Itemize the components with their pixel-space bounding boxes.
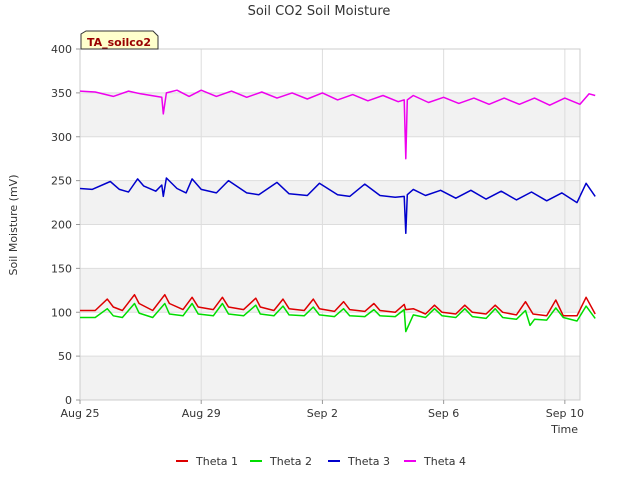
- plot-band: [80, 312, 580, 357]
- y-tick-label: 0: [65, 394, 72, 407]
- y-tick-label: 250: [51, 175, 72, 188]
- plot-background: [80, 49, 580, 400]
- plot-band: [80, 92, 580, 137]
- x-tick-label: Sep 6: [428, 407, 459, 420]
- y-tick-label: 200: [51, 219, 72, 232]
- x-tick-label: Aug 29: [182, 407, 221, 420]
- y-tick-label: 350: [51, 87, 72, 100]
- legend-label: Theta 3: [347, 455, 390, 468]
- chart-title: Soil CO2 Soil Moisture: [248, 4, 391, 19]
- series-line-theta-3: [79, 177, 596, 235]
- plot-band: [80, 180, 580, 225]
- plot-band: [80, 136, 580, 181]
- legend-label: Theta 4: [423, 455, 466, 468]
- series-line-theta-2: [80, 302, 596, 333]
- series-line-theta-1: [80, 293, 596, 317]
- y-axis-ticks: 0 50 100 150 200 250 300 350 400: [51, 43, 80, 407]
- x-axis-label: Time: [550, 423, 578, 436]
- y-axis-label: Soil Moisture (mV): [7, 175, 20, 276]
- x-tick-label: Aug 25: [61, 407, 100, 420]
- plot-band: [80, 49, 580, 93]
- plot-band: [80, 268, 580, 313]
- x-tick-label: Sep 10: [546, 407, 584, 420]
- y-tick-label: 100: [51, 306, 72, 319]
- legend: Theta 1 Theta 2 Theta 3 Theta 4: [176, 455, 466, 468]
- legend-label: Theta 2: [269, 455, 312, 468]
- site-badge: TA_soilco2: [80, 30, 159, 50]
- y-tick-label: 50: [58, 350, 72, 363]
- y-tick-label: 400: [51, 43, 72, 56]
- y-tick-label: 300: [51, 131, 72, 144]
- legend-label: Theta 1: [195, 455, 238, 468]
- y-tick-label: 150: [51, 262, 72, 275]
- site-badge-label: TA_soilco2: [87, 36, 151, 49]
- series-layer: [79, 89, 596, 333]
- plot-band: [80, 356, 580, 400]
- x-tick-label: Sep 2: [307, 407, 338, 420]
- plot-band: [80, 224, 580, 269]
- series-line-theta-4: [79, 89, 596, 160]
- x-axis-ticks: Aug 25 Aug 29 Sep 2 Sep 6 Sep 10: [61, 400, 584, 420]
